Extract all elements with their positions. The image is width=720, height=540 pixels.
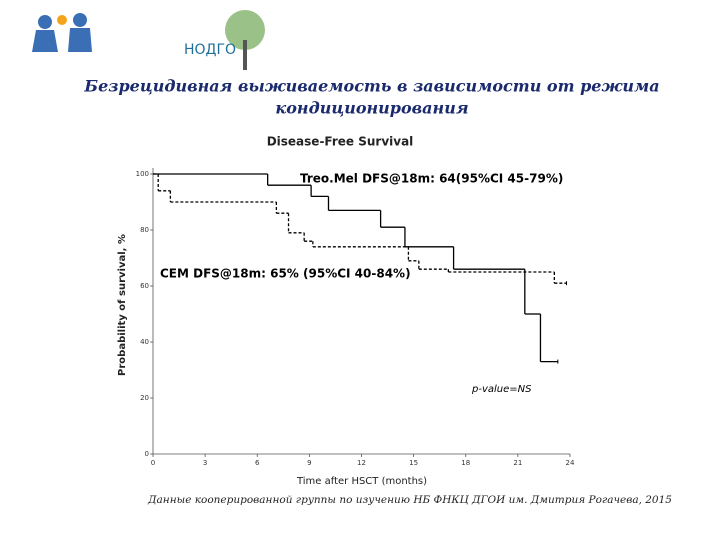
annotation: Treo.Mel DFS@18m: 64(95%CI 45-79%) (300, 172, 563, 186)
y-axis-label: Probability of survival, % (117, 234, 128, 376)
y-tick-label: 40 (140, 338, 149, 346)
y-tick-label: 60 (140, 282, 149, 290)
footer: Данные кооперированной группы по изучени… (147, 494, 672, 506)
x-tick-label: 24 (566, 459, 575, 467)
x-tick-label: 12 (357, 459, 366, 467)
y-tick-label: 100 (136, 170, 149, 178)
x-tick-label: 3 (203, 459, 207, 467)
logo: НОДГО (32, 10, 265, 70)
x-tick-label: 18 (461, 459, 470, 467)
x-tick-label: 21 (513, 459, 522, 467)
x-tick-label: 0 (151, 459, 155, 467)
slide-title: кондиционирования (275, 99, 468, 118)
x-tick-label: 6 (255, 459, 260, 467)
chart-title: Disease-Free Survival (267, 135, 414, 149)
logo-text: НОДГО (184, 42, 236, 58)
y-tick-label: 80 (140, 226, 149, 234)
annotation: p-value=NS (471, 384, 532, 395)
slide-title: Безрецидивная выживаемость в зависимости… (83, 77, 659, 96)
y-tick-label: 0 (145, 450, 149, 458)
annotation: CEM DFS@18m: 65% (95%CI 40-84%) (160, 267, 411, 281)
x-tick-label: 15 (409, 459, 418, 467)
y-tick-label: 20 (140, 394, 149, 402)
x-tick-label: 9 (307, 459, 311, 467)
x-axis-label: Time after HSCT (months) (296, 476, 427, 487)
